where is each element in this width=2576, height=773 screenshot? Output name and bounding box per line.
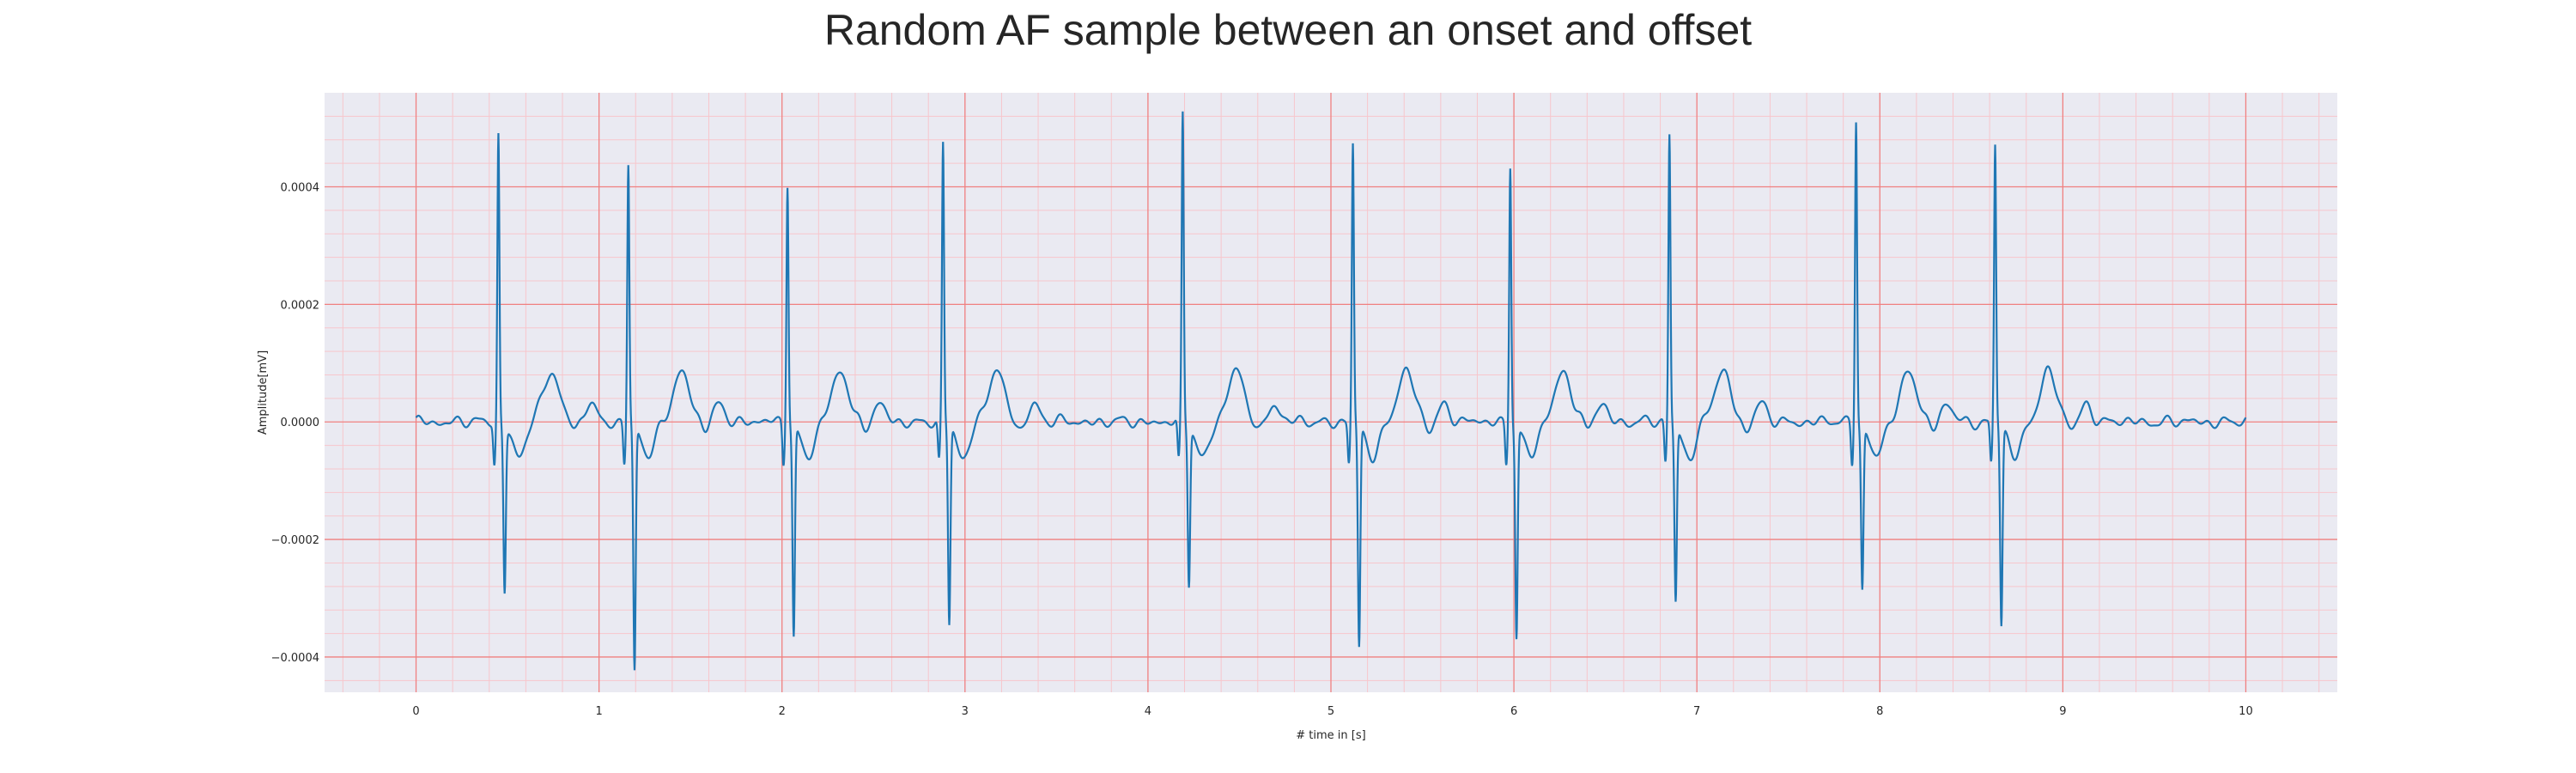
x-tick-label: 9 bbox=[2059, 705, 2066, 718]
x-tick-label: 7 bbox=[1693, 705, 1700, 718]
y-tick-label: 0.0002 bbox=[281, 299, 320, 312]
x-tick-label: 8 bbox=[1876, 705, 1883, 718]
y-tick-label: 0.0000 bbox=[281, 417, 320, 429]
x-tick-label: 10 bbox=[2239, 705, 2253, 718]
y-tick-label: 0.0004 bbox=[281, 181, 320, 194]
y-tick-label: −0.0002 bbox=[271, 534, 319, 547]
chart-title: Random AF sample between an onset and of… bbox=[823, 6, 1753, 54]
x-tick-label: 2 bbox=[779, 705, 786, 718]
x-axis-label: # time in [s] bbox=[1296, 729, 1365, 742]
x-tick-label: 3 bbox=[962, 705, 969, 718]
series-line-ecg bbox=[415, 111, 2247, 671]
x-axis-ticks: 0 1 2 3 4 5 6 7 8 9 10 bbox=[412, 705, 2252, 718]
x-tick-label: 4 bbox=[1145, 705, 1151, 718]
y-axis-label: Amplitude[mV] bbox=[257, 350, 270, 435]
x-tick-label: 0 bbox=[412, 705, 419, 718]
x-tick-label: 5 bbox=[1327, 705, 1334, 718]
y-tick-label: −0.0004 bbox=[271, 652, 319, 665]
y-axis-ticks: −0.0004 −0.0002 0.0000 0.0002 0.0004 bbox=[271, 181, 319, 664]
x-tick-label: 6 bbox=[1510, 705, 1517, 718]
x-tick-label: 1 bbox=[595, 705, 602, 718]
